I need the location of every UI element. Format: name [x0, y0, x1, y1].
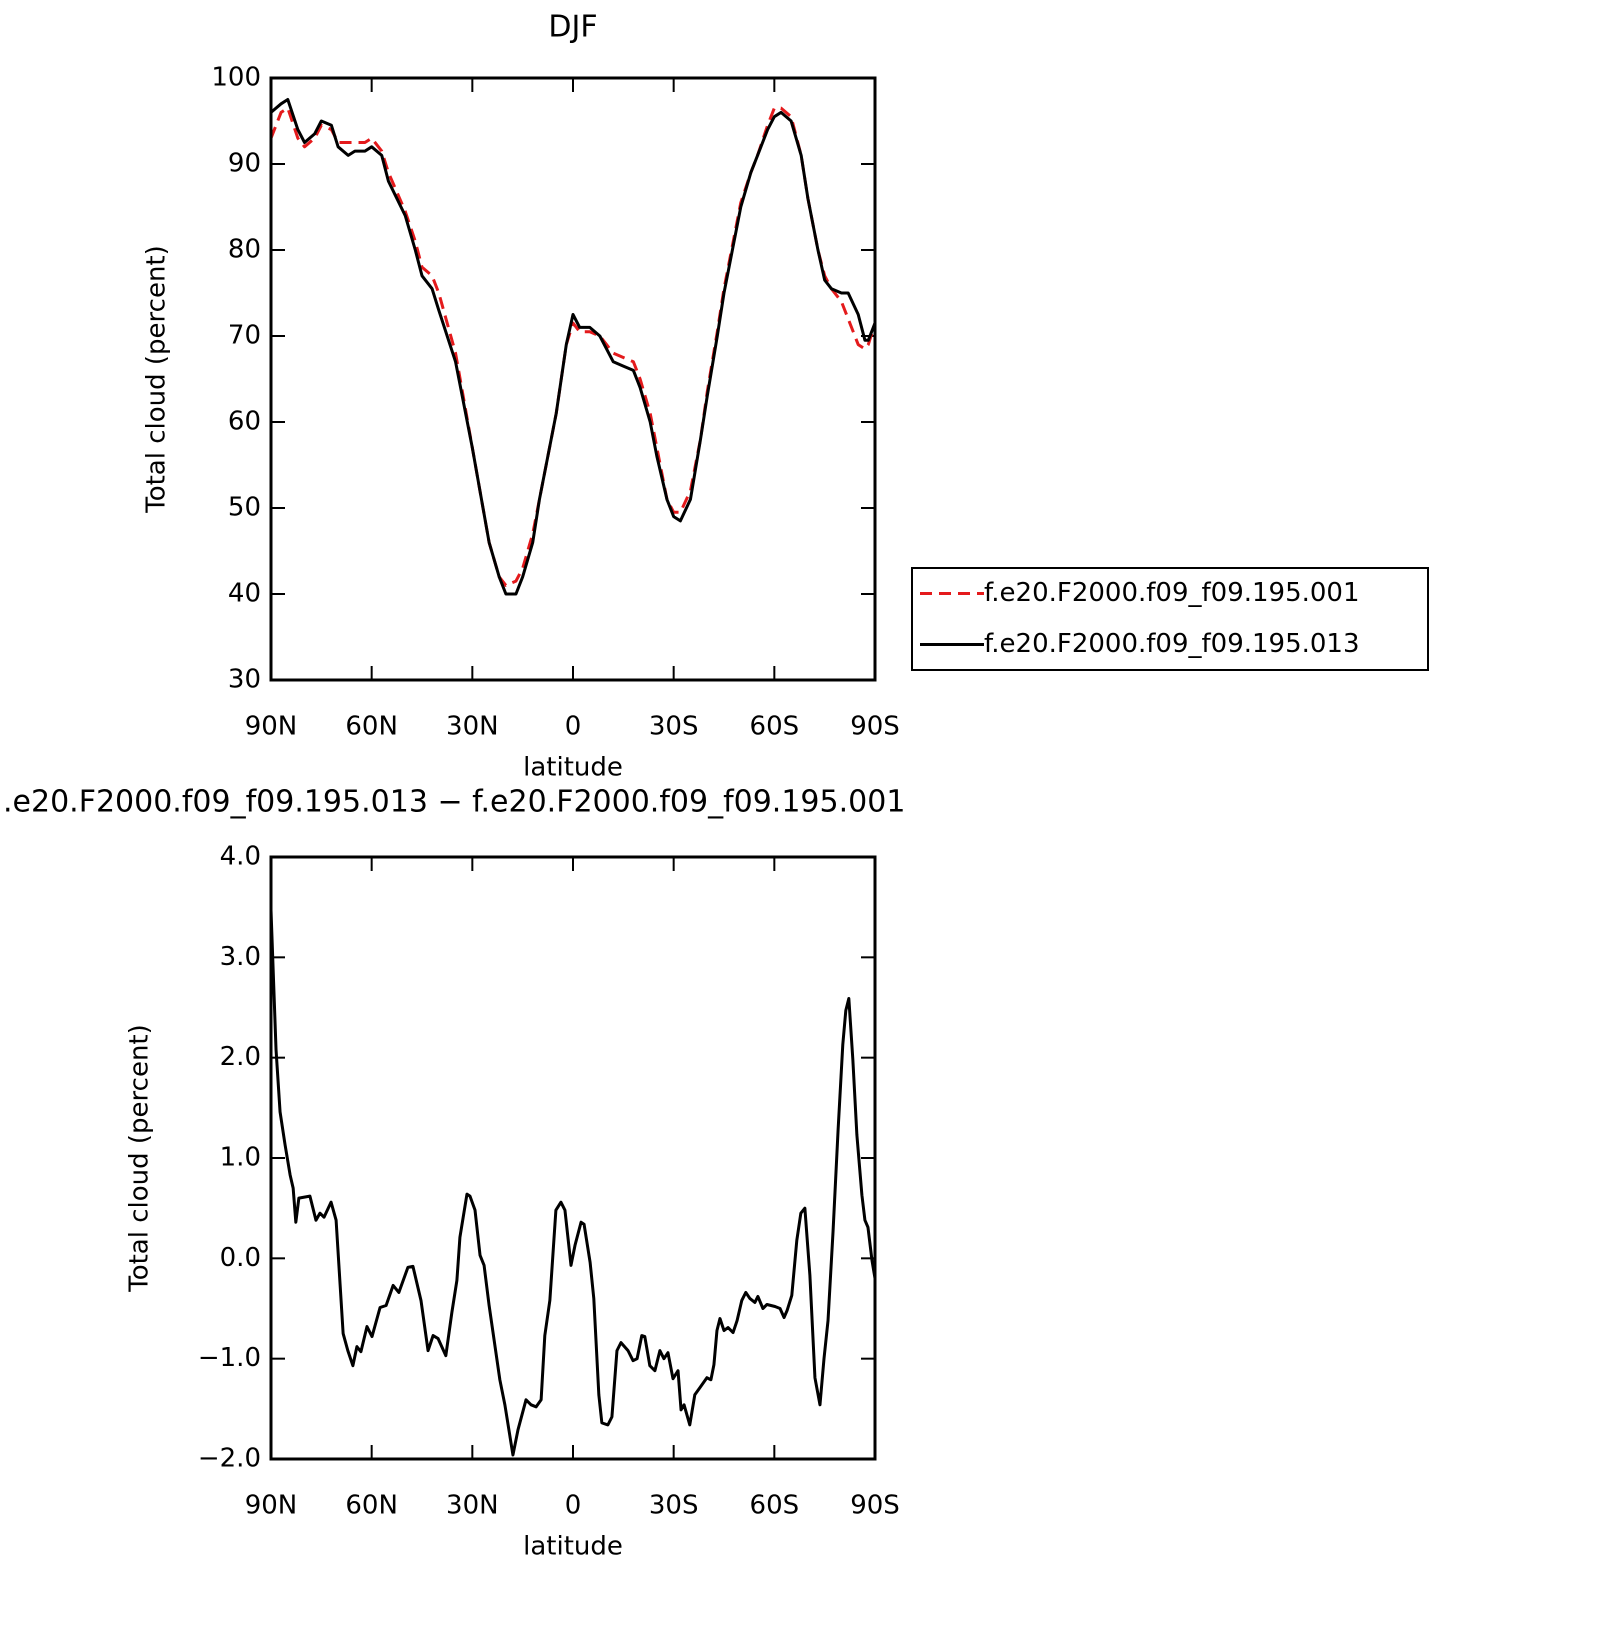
chart-title: DJF: [548, 10, 597, 45]
y-tick-label: 0.0: [220, 1243, 261, 1273]
y-tick-label: 3.0: [220, 942, 261, 972]
x-tick-label: 90N: [245, 1491, 298, 1521]
y-tick-label: 40: [228, 579, 261, 609]
y-axis-label: Total cloud (percent): [142, 245, 172, 514]
legend-box: [911, 567, 1429, 671]
y-axis-label: Total cloud (percent): [125, 1024, 155, 1293]
data-line: [270, 98, 877, 596]
y-tick-label: 60: [228, 407, 261, 437]
y-tick-label: 2.0: [220, 1042, 261, 1072]
y-tick-label: 50: [228, 493, 261, 523]
y-tick-label: 1.0: [220, 1143, 261, 1173]
x-tick-label: 0: [565, 1491, 582, 1521]
legend-label: f.e20.F2000.f09_f09.195.001: [984, 578, 1360, 608]
x-tick-label: 90N: [245, 712, 298, 742]
plot-frame: [269, 855, 877, 1461]
x-axis-label: latitude: [523, 753, 623, 783]
x-tick-label: 30S: [649, 712, 699, 742]
data-line: [269, 910, 877, 1457]
x-tick-label: 60N: [345, 1491, 398, 1521]
legend-label: f.e20.F2000.f09_f09.195.013: [984, 629, 1360, 659]
x-tick-label: 0: [565, 712, 582, 742]
x-tick-label: 30S: [649, 1491, 699, 1521]
x-tick-label: 60S: [750, 1491, 800, 1521]
y-tick-label: 90: [228, 149, 261, 179]
y-tick-label: −2.0: [198, 1444, 261, 1474]
x-axis-label: latitude: [523, 1532, 623, 1562]
x-tick-label: 60N: [345, 712, 398, 742]
legend: f.e20.F2000.f09_f09.195.001 f.e20.F2000.f…: [911, 567, 1429, 671]
x-tick-label: 30N: [446, 712, 499, 742]
x-tick-label: 30N: [446, 1491, 499, 1521]
y-tick-label: 4.0: [220, 842, 261, 872]
data-line: [269, 106, 877, 587]
x-tick-label: 90S: [850, 712, 900, 742]
x-tick-label: 90S: [850, 1491, 900, 1521]
y-tick-label: 30: [228, 665, 261, 695]
y-tick-label: 70: [228, 321, 261, 351]
x-tick-label: 60S: [750, 712, 800, 742]
plot-frame: [269, 76, 877, 682]
y-tick-label: 80: [228, 235, 261, 265]
chart-title: .e20.F2000.f09_f09.195.013 − f.e20.F2000…: [3, 785, 905, 820]
y-tick-label: 100: [211, 63, 261, 93]
y-tick-label: −1.0: [198, 1343, 261, 1373]
